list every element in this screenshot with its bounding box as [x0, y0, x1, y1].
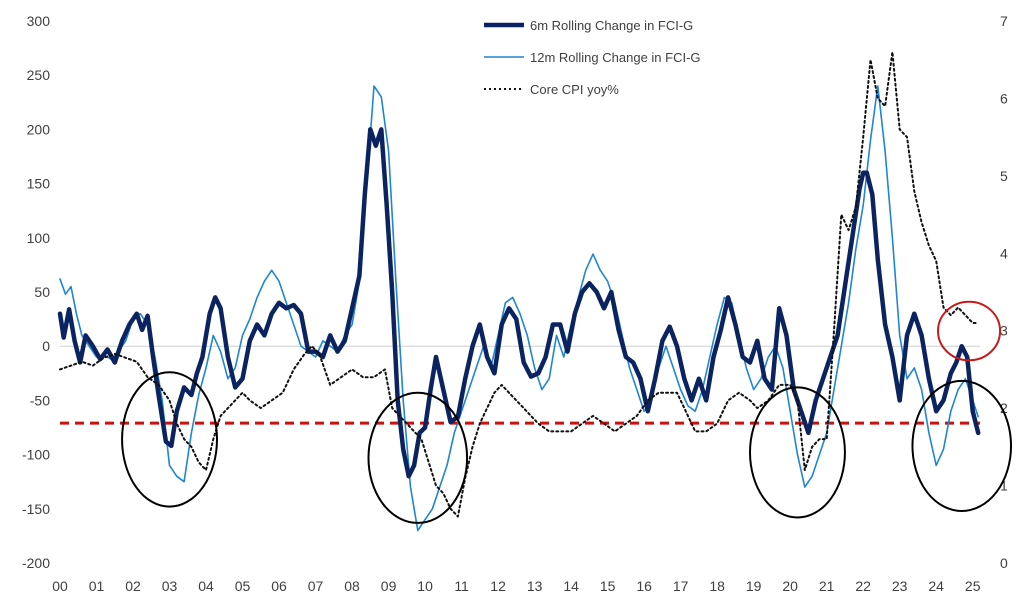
- x-tick-label: 05: [235, 578, 251, 594]
- right-y-tick-label: 6: [1000, 90, 1008, 106]
- x-tick-label: 04: [198, 578, 214, 594]
- x-tick-label: 12: [490, 578, 506, 594]
- x-tick-label: 19: [746, 578, 762, 594]
- x-tick-label: 25: [965, 578, 981, 594]
- series-core-cpi-line: [59, 51, 980, 518]
- x-tick-label: 08: [344, 578, 360, 594]
- highlight-circle: [367, 391, 469, 524]
- x-tick-label: 06: [271, 578, 287, 594]
- left-y-tick-label: -200: [22, 555, 50, 571]
- highlight-circle: [911, 379, 1013, 512]
- legend: 6m Rolling Change in FCI-G 12m Rolling C…: [484, 18, 701, 97]
- series-12m-fci-line: [59, 85, 979, 532]
- highlight-circle: [749, 386, 846, 519]
- x-tick-label: 16: [636, 578, 652, 594]
- x-tick-label: 03: [162, 578, 178, 594]
- x-tick-label: 15: [600, 578, 616, 594]
- legend-label-cpi: Core CPI yoy%: [530, 82, 619, 97]
- left-y-tick-label: 50: [34, 284, 50, 300]
- left-y-tick-label: -50: [30, 392, 50, 408]
- right-y-axis: 7 6 5 4 3 2 1 0: [1000, 13, 1008, 571]
- x-tick-label: 14: [563, 578, 579, 594]
- left-y-tick-label: 250: [27, 67, 51, 83]
- legend-label-6m: 6m Rolling Change in FCI-G: [530, 18, 693, 33]
- left-y-tick-label: -150: [22, 501, 50, 517]
- x-tick-label: 24: [928, 578, 944, 594]
- x-tick-label: 11: [454, 578, 469, 594]
- x-tick-label: 21: [819, 578, 835, 594]
- right-y-tick-label: 5: [1000, 168, 1008, 184]
- left-y-tick-label: 100: [27, 230, 51, 246]
- left-y-tick-label: 200: [27, 121, 51, 137]
- right-y-tick-label: 3: [1000, 323, 1008, 339]
- left-y-tick-label: 0: [42, 338, 50, 354]
- right-y-tick-label: 0: [1000, 555, 1008, 571]
- x-tick-label: 22: [855, 578, 871, 594]
- left-y-tick-label: 150: [27, 176, 51, 192]
- left-y-tick-label: -100: [22, 447, 50, 463]
- x-tick-label: 09: [381, 578, 397, 594]
- legend-label-12m: 12m Rolling Change in FCI-G: [530, 50, 701, 65]
- left-y-tick-label: 300: [27, 13, 51, 29]
- series-layer: [57, 51, 981, 532]
- x-tick-label: 17: [673, 578, 689, 594]
- right-y-tick-label: 1: [1000, 478, 1008, 494]
- x-tick-label: 02: [125, 578, 141, 594]
- left-y-axis: 300 250 200 150 100 50 0 -50 -100 -150 -200: [22, 13, 50, 571]
- right-y-tick-label: 2: [1000, 400, 1008, 416]
- series-6m-fci-line: [57, 127, 981, 479]
- x-tick-label: 18: [709, 578, 725, 594]
- x-tick-label: 20: [782, 578, 798, 594]
- x-tick-label: 23: [892, 578, 908, 594]
- highlight-circle-red: [937, 300, 1002, 362]
- right-y-tick-label: 7: [1000, 13, 1008, 29]
- right-y-tick-label: 4: [1000, 245, 1008, 261]
- x-tick-label: 01: [89, 578, 105, 594]
- x-tick-label: 07: [308, 578, 324, 594]
- x-axis: 00 01 02 03 04 05 06 07 08 09 10 11 12 13 14 15 16 17 18 19…: [52, 578, 980, 594]
- x-tick-label: 13: [527, 578, 543, 594]
- x-tick-label: 00: [52, 578, 68, 594]
- highlight-circle: [121, 371, 218, 508]
- x-tick-label: 10: [417, 578, 433, 594]
- annotation-layer: [121, 300, 1013, 524]
